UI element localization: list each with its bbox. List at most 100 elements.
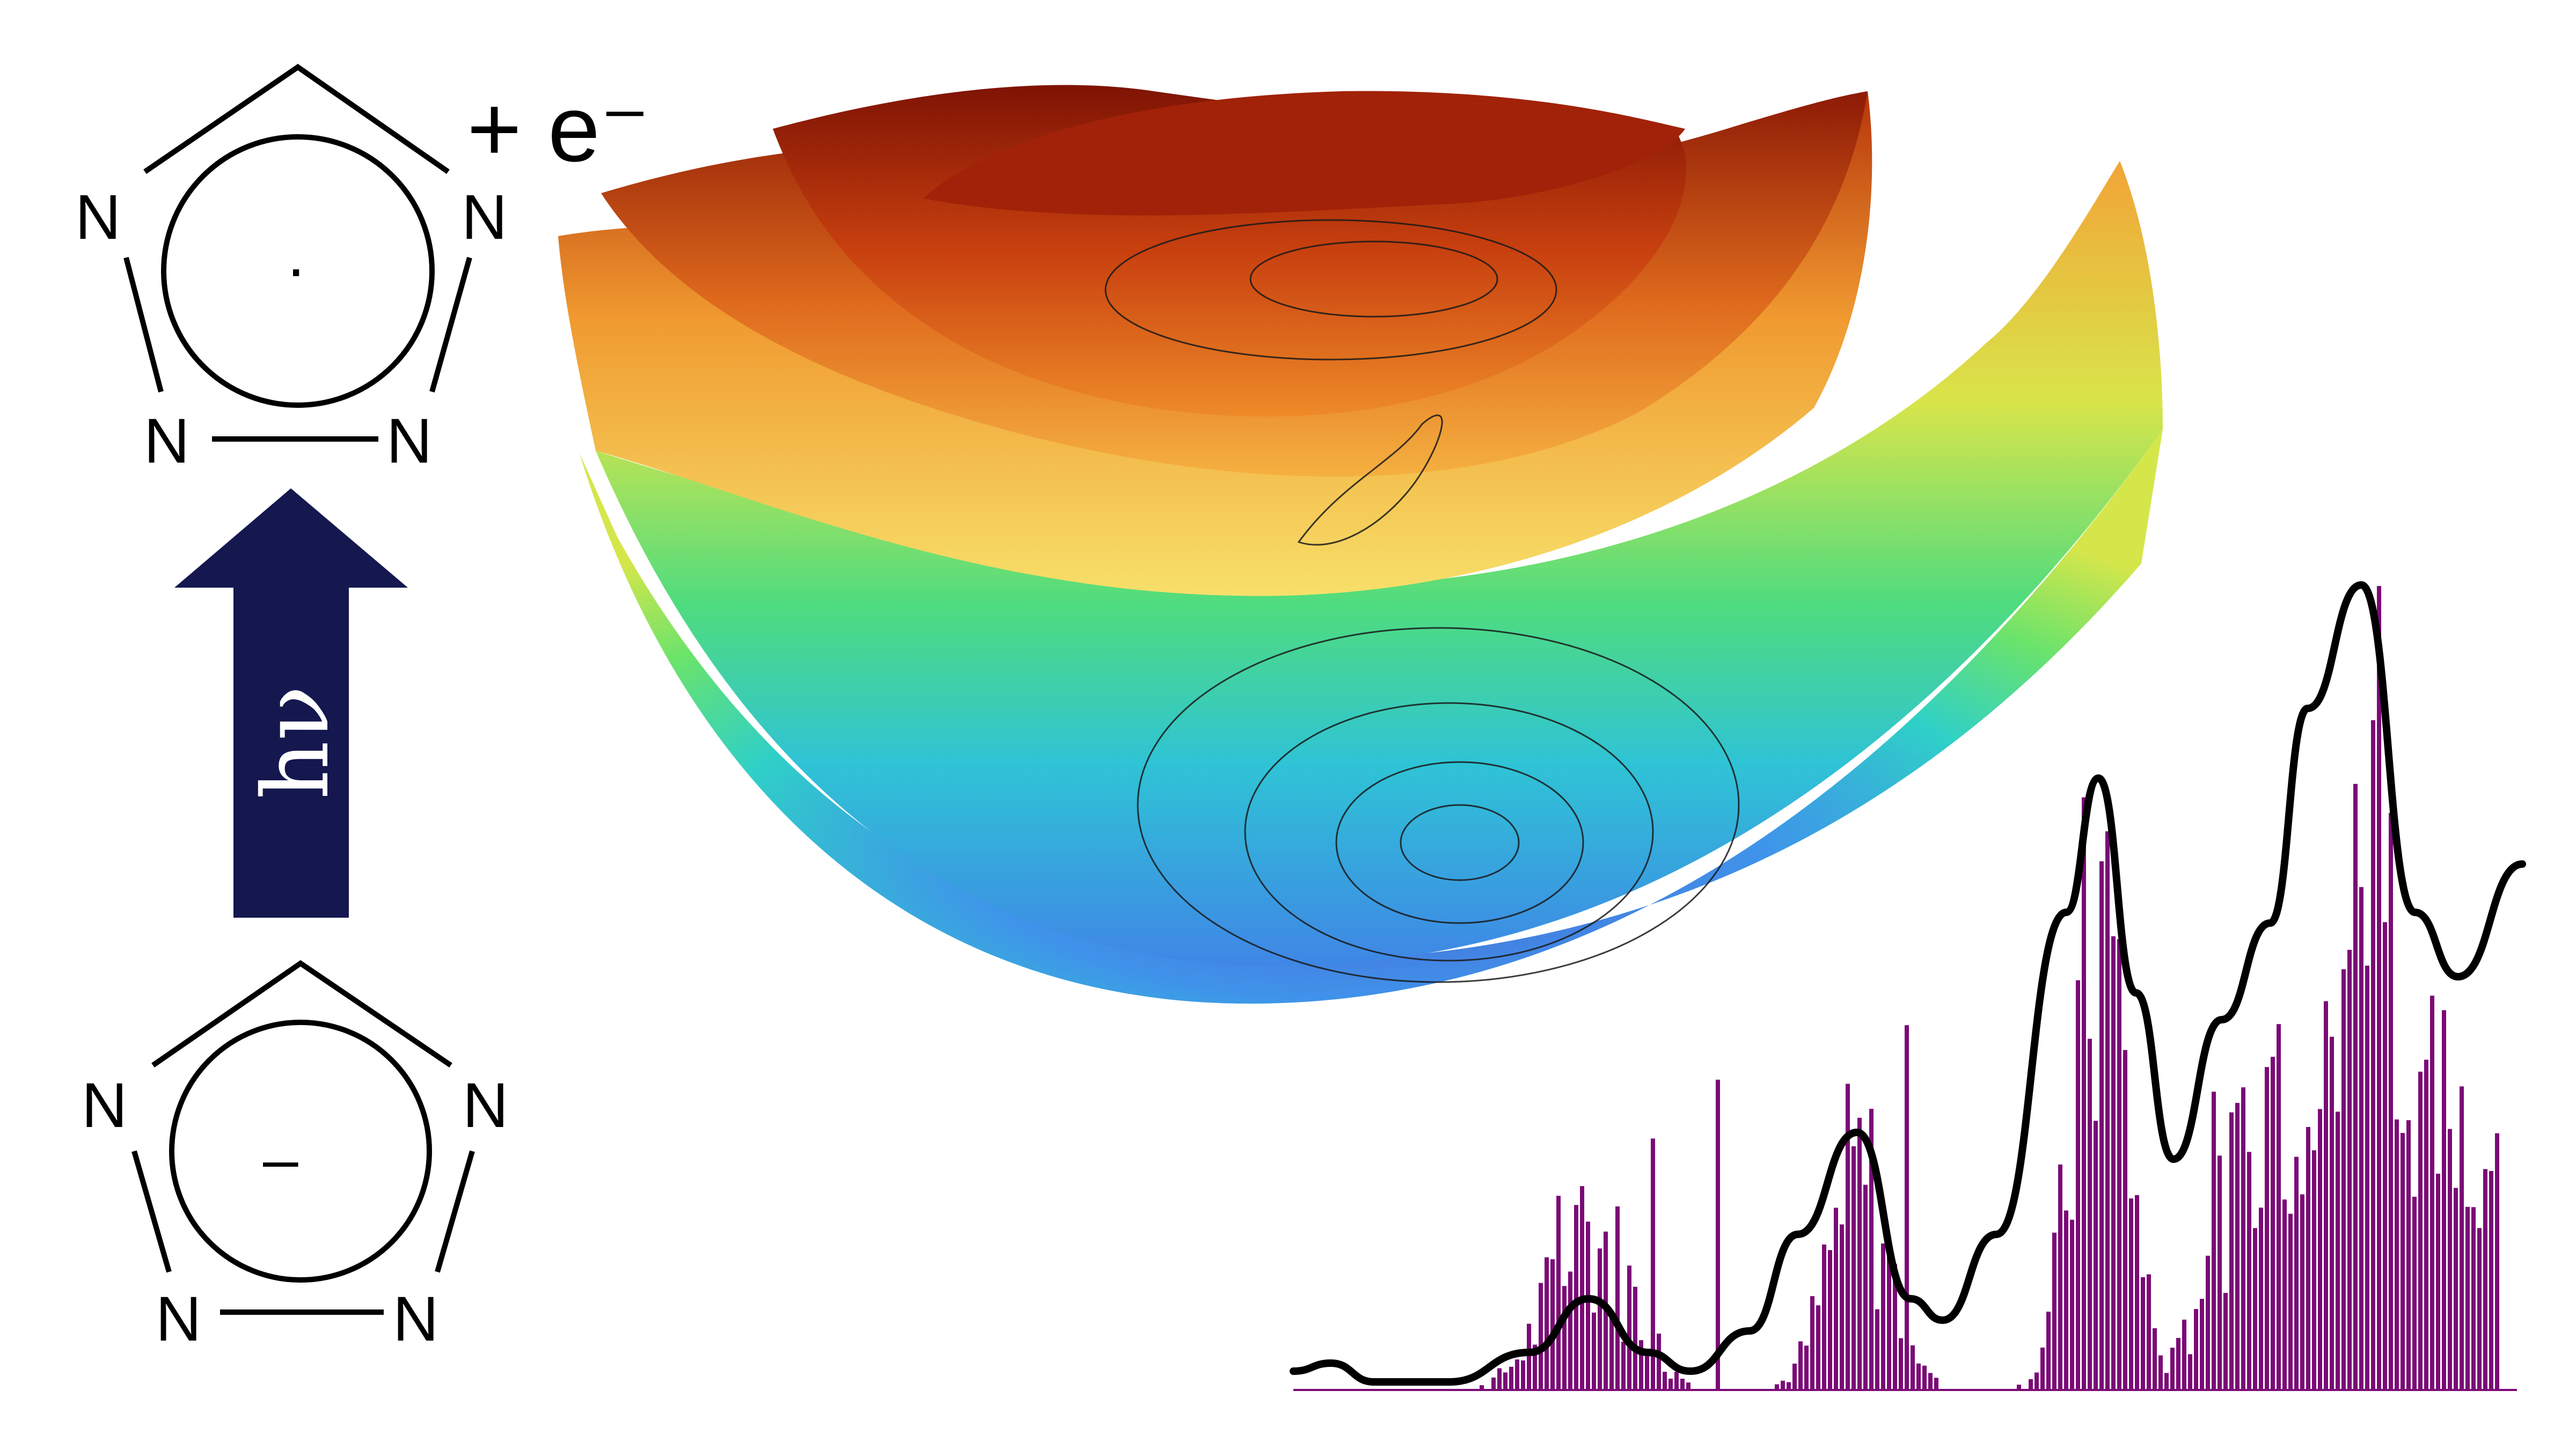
spectrum-stick bbox=[1934, 1378, 1938, 1390]
spectrum-stick bbox=[2336, 1111, 2340, 1390]
spectrum-stick bbox=[2312, 1150, 2316, 1390]
spectrum-stick bbox=[2117, 939, 2121, 1390]
spectrum-envelope bbox=[1290, 581, 2526, 1386]
bottom-bond-left bbox=[131, 1150, 172, 1273]
spectrum-stick bbox=[1668, 1378, 1673, 1390]
spectrum-stick bbox=[1609, 1315, 1614, 1390]
spectrum-stick bbox=[2294, 1157, 2299, 1390]
bottom-bond-right bbox=[435, 1150, 475, 1273]
spectrum-stick bbox=[1804, 1345, 1809, 1390]
spectrum-stick bbox=[1887, 1237, 1891, 1390]
top-atom-n2: N bbox=[462, 182, 507, 253]
spectrum-stick bbox=[1657, 1334, 1661, 1390]
spectrum-stick bbox=[1893, 1264, 1897, 1390]
spectrum-sticks bbox=[1480, 586, 2499, 1390]
spectrum-stick bbox=[2088, 1038, 2092, 1390]
top-molecule: N N N N · + e⁻ bbox=[75, 63, 650, 477]
spectrum-stick bbox=[2129, 1198, 2133, 1390]
spectrum-stick bbox=[1568, 1271, 1572, 1390]
spectrum-stick bbox=[2176, 1338, 2180, 1390]
spectrum-stick bbox=[2040, 1347, 2045, 1390]
spectrum-stick bbox=[2418, 1071, 2423, 1390]
spectrum-stick bbox=[1775, 1384, 1779, 1390]
top-bond-right bbox=[429, 257, 472, 393]
spectrum-stick bbox=[2158, 1355, 2163, 1390]
spectrum-stick bbox=[1562, 1286, 1567, 1390]
spectrum-stick bbox=[1550, 1259, 1555, 1390]
spectrum-stick bbox=[2229, 1112, 2234, 1390]
spectrum-stick bbox=[1881, 1243, 1885, 1390]
spectrum-stick bbox=[1503, 1372, 1507, 1390]
spectrum-stick bbox=[2153, 1328, 2157, 1390]
spectrum-stick bbox=[2253, 1228, 2257, 1390]
bottom-atom-n2: N bbox=[463, 1070, 508, 1141]
contour-line bbox=[1400, 804, 1520, 881]
spectrum-stick bbox=[1545, 1257, 1549, 1390]
spectrum-stick bbox=[2353, 784, 2358, 1390]
spectrum-stick bbox=[1875, 1309, 1879, 1390]
bottom-atom-n3: N bbox=[156, 1284, 201, 1355]
spectrum-stick bbox=[1922, 1365, 1927, 1390]
spectrum-stick bbox=[2188, 1354, 2192, 1390]
spectrum-stick bbox=[2259, 1208, 2263, 1390]
spectrum-stick bbox=[2035, 1372, 2039, 1390]
spectrum-stick bbox=[2377, 586, 2381, 1390]
spectrum-stick bbox=[2442, 1010, 2446, 1390]
top-atom-n4: N bbox=[386, 406, 432, 477]
spectrum-stick bbox=[2182, 1319, 2186, 1390]
spectrum-stick bbox=[2017, 1385, 2021, 1390]
bottom-molecule: N N N N – bbox=[82, 960, 508, 1355]
spectrum-stick bbox=[2383, 922, 2387, 1390]
photoelectron-spectrum bbox=[1290, 581, 2526, 1391]
spectrum-stick bbox=[2277, 1024, 2281, 1390]
radical-dot: · bbox=[286, 233, 306, 304]
spectrum-stick bbox=[1621, 1342, 1626, 1390]
spectrum-stick bbox=[2265, 1067, 2269, 1390]
spectrum-stick bbox=[1840, 1224, 1844, 1390]
spectrum-stick bbox=[1716, 1079, 1720, 1390]
spectrum-stick bbox=[2401, 1133, 2405, 1390]
spectrum-stick bbox=[2330, 1036, 2334, 1390]
spectrum-stick bbox=[1509, 1366, 1513, 1390]
spectrum-stick bbox=[1899, 1338, 1903, 1390]
spectrum-stick bbox=[2365, 965, 2369, 1390]
spectrum-stick bbox=[2111, 936, 2116, 1390]
spectrum-stick bbox=[2406, 1120, 2411, 1390]
spectrum-stick bbox=[1846, 1084, 1850, 1390]
contour-line bbox=[1297, 414, 1443, 546]
bottom-atom-n4: N bbox=[393, 1284, 438, 1355]
bottom-atom-n1: N bbox=[82, 1070, 127, 1141]
spectrum-stick bbox=[2076, 980, 2080, 1390]
spectrum-stick bbox=[2436, 1174, 2440, 1390]
spectrum-stick bbox=[2430, 996, 2434, 1390]
spectrum-stick bbox=[2471, 1207, 2476, 1390]
spectrum-stick bbox=[1491, 1377, 1496, 1390]
spectrum-stick bbox=[1828, 1250, 1832, 1390]
spectrum-stick bbox=[2288, 1213, 2293, 1390]
spectrum-stick bbox=[2483, 1169, 2487, 1390]
spectrum-stick bbox=[2241, 1087, 2245, 1390]
spectrum-stick bbox=[2477, 1228, 2482, 1390]
spectrum-stick bbox=[2218, 1155, 2222, 1390]
spectrum-stick bbox=[1633, 1286, 1637, 1390]
spectrum-stick bbox=[2123, 1050, 2127, 1390]
spectrum-stick bbox=[2147, 1274, 2151, 1390]
spectrum-stick bbox=[2489, 1170, 2493, 1390]
spectrum-stick bbox=[2194, 1309, 2198, 1390]
spectrum-stick bbox=[1822, 1244, 1826, 1390]
spectrum-stick bbox=[2223, 1293, 2228, 1390]
spectrum-stick bbox=[1857, 1117, 1862, 1390]
spectrum-stick bbox=[1598, 1248, 1602, 1390]
spectrum-stick bbox=[1539, 1283, 1543, 1390]
spectrum-stick bbox=[1781, 1380, 1785, 1390]
spectrum-stick bbox=[1533, 1344, 1537, 1390]
spectrum-stick bbox=[2395, 1119, 2399, 1390]
spectrum-stick bbox=[1674, 1372, 1679, 1390]
spectrum-stick bbox=[1869, 1109, 1874, 1390]
spectrum-stick bbox=[2082, 797, 2086, 1390]
spectrum-stick bbox=[1615, 1206, 1620, 1390]
spectrum-stick bbox=[1792, 1363, 1797, 1390]
spectrum-stick bbox=[2235, 1103, 2240, 1390]
spectrum-stick bbox=[2212, 1092, 2216, 1390]
spectrum-stick bbox=[1810, 1296, 1814, 1390]
